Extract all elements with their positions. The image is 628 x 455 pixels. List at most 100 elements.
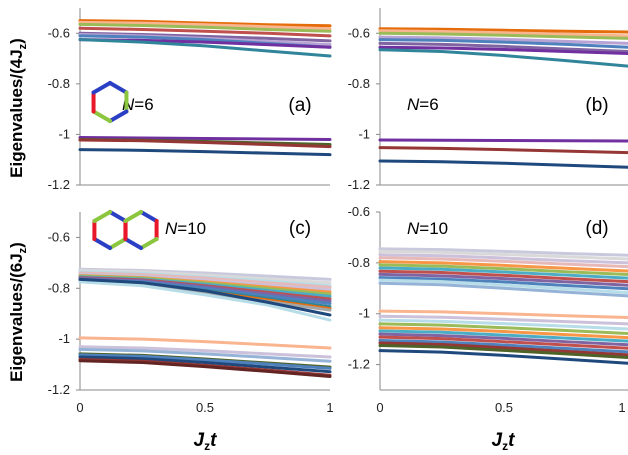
series-line <box>78 26 332 38</box>
series-line <box>378 322 628 336</box>
hexagon-bond <box>108 109 129 123</box>
series-line <box>378 256 628 269</box>
y-tick-label: -1.2 <box>48 382 70 397</box>
series-line <box>378 266 628 280</box>
y-tick-label: -0.6 <box>48 25 70 40</box>
y-axis-label-top: Eigenvalues/(4Jz) <box>7 38 29 178</box>
series-line <box>378 253 628 265</box>
series-line <box>78 148 332 157</box>
series-line <box>378 309 628 320</box>
series-line <box>378 38 628 49</box>
y-axis-label-bottom: Eigenvalues/(6Jz) <box>7 242 29 382</box>
y-tick-label: -0.8 <box>348 255 370 270</box>
hexagon-bond <box>91 109 112 123</box>
series-line <box>378 48 628 68</box>
series-line <box>378 276 628 291</box>
double-hexagon-lattice-icon-n10 <box>92 210 159 250</box>
hexagon-lattice-icon-n6 <box>91 81 129 123</box>
series-line <box>378 35 628 45</box>
hexagon-bond <box>123 237 143 250</box>
series-line <box>78 355 332 374</box>
series-line <box>78 135 332 141</box>
series-line <box>378 344 628 359</box>
series-line <box>378 318 628 331</box>
hexagon-bond <box>91 81 112 95</box>
x-axis-label-left: Jzt <box>194 430 218 453</box>
panel-label: (a) <box>288 95 311 116</box>
series-line <box>78 38 332 58</box>
y-tick-label: -0.6 <box>348 204 370 219</box>
n-label: N=10 <box>407 219 448 238</box>
x-tick-label: 1 <box>618 400 625 415</box>
series-line <box>378 326 628 340</box>
series-line <box>78 345 332 359</box>
y-tick-label: -1 <box>358 306 370 321</box>
series-line <box>78 138 332 149</box>
series-line <box>378 138 628 143</box>
series-line <box>378 332 628 347</box>
series-line <box>78 353 332 370</box>
series-line <box>378 329 628 343</box>
series-line <box>378 159 628 169</box>
series-line <box>78 19 332 28</box>
series-line <box>78 277 332 317</box>
series-line <box>378 349 628 365</box>
x-tick-label: 0.5 <box>196 400 214 415</box>
panel-label: (b) <box>585 95 608 116</box>
series-line <box>378 314 628 326</box>
series-line <box>378 27 628 34</box>
hexagon-bond <box>108 210 128 223</box>
hexagon-bond <box>108 81 129 95</box>
panel-a: -0.6-0.8-1-1.2(a)N=6 <box>48 8 332 192</box>
y-tick-label: -1.2 <box>348 357 370 372</box>
series-line <box>78 280 332 322</box>
x-tick-label: 0.5 <box>495 400 513 415</box>
series-line <box>378 278 628 295</box>
panel-d: -0.6 -0.8 -1 -1.2 (d) N=10 0 0.5 1 <box>348 204 628 415</box>
panel-b: -0.6 -0.8 -1 -1.2 (b) N=6 <box>348 8 628 192</box>
series-line <box>378 249 628 261</box>
series-line <box>378 263 628 277</box>
series-line <box>378 341 628 357</box>
series-line <box>378 31 628 40</box>
series-line <box>378 335 628 350</box>
series-line <box>378 281 628 298</box>
hexagon-bond <box>139 210 159 223</box>
hexagon-bond <box>92 237 112 250</box>
y-tick-label: -0.8 <box>48 280 70 295</box>
hexagon-bond <box>92 210 112 223</box>
y-tick-label: -1 <box>358 126 370 141</box>
series-line <box>378 272 628 287</box>
hexagon-bond <box>123 210 143 223</box>
y-tick-label: -0.6 <box>348 25 370 40</box>
panel-label: (d) <box>585 218 608 239</box>
series-line <box>78 20 332 31</box>
x-axis-label-right: Jzt <box>492 430 516 453</box>
hexagon-bond <box>139 237 159 250</box>
series-line <box>378 45 628 56</box>
y-tick-label: -1 <box>58 331 70 346</box>
series-line <box>78 22 332 33</box>
series-line <box>378 260 628 273</box>
series-line <box>378 247 628 257</box>
series-line <box>78 347 332 363</box>
hexagon-bond <box>108 237 128 250</box>
series-line <box>78 268 332 285</box>
n-label: N=6 <box>407 95 439 114</box>
y-tick-label: -0.8 <box>48 76 70 91</box>
series-line <box>378 338 628 354</box>
panel-label: (c) <box>289 218 311 239</box>
y-tick-label: -1.2 <box>48 177 70 192</box>
series-line <box>378 269 628 284</box>
x-tick-label: 0 <box>76 400 83 415</box>
y-tick-label: -1 <box>58 126 70 141</box>
y-tick-label: -1.2 <box>348 177 370 192</box>
panel-c: -0.6 -0.8 -1 -1.2 (c) N=10 0 0.5 1 <box>48 212 334 415</box>
series-line <box>378 29 628 38</box>
y-tick-label: -0.6 <box>48 229 70 244</box>
x-tick-label: 1 <box>326 400 333 415</box>
x-tick-label: 0 <box>376 400 383 415</box>
n-label: N=10 <box>165 219 206 238</box>
series-line <box>78 359 332 379</box>
